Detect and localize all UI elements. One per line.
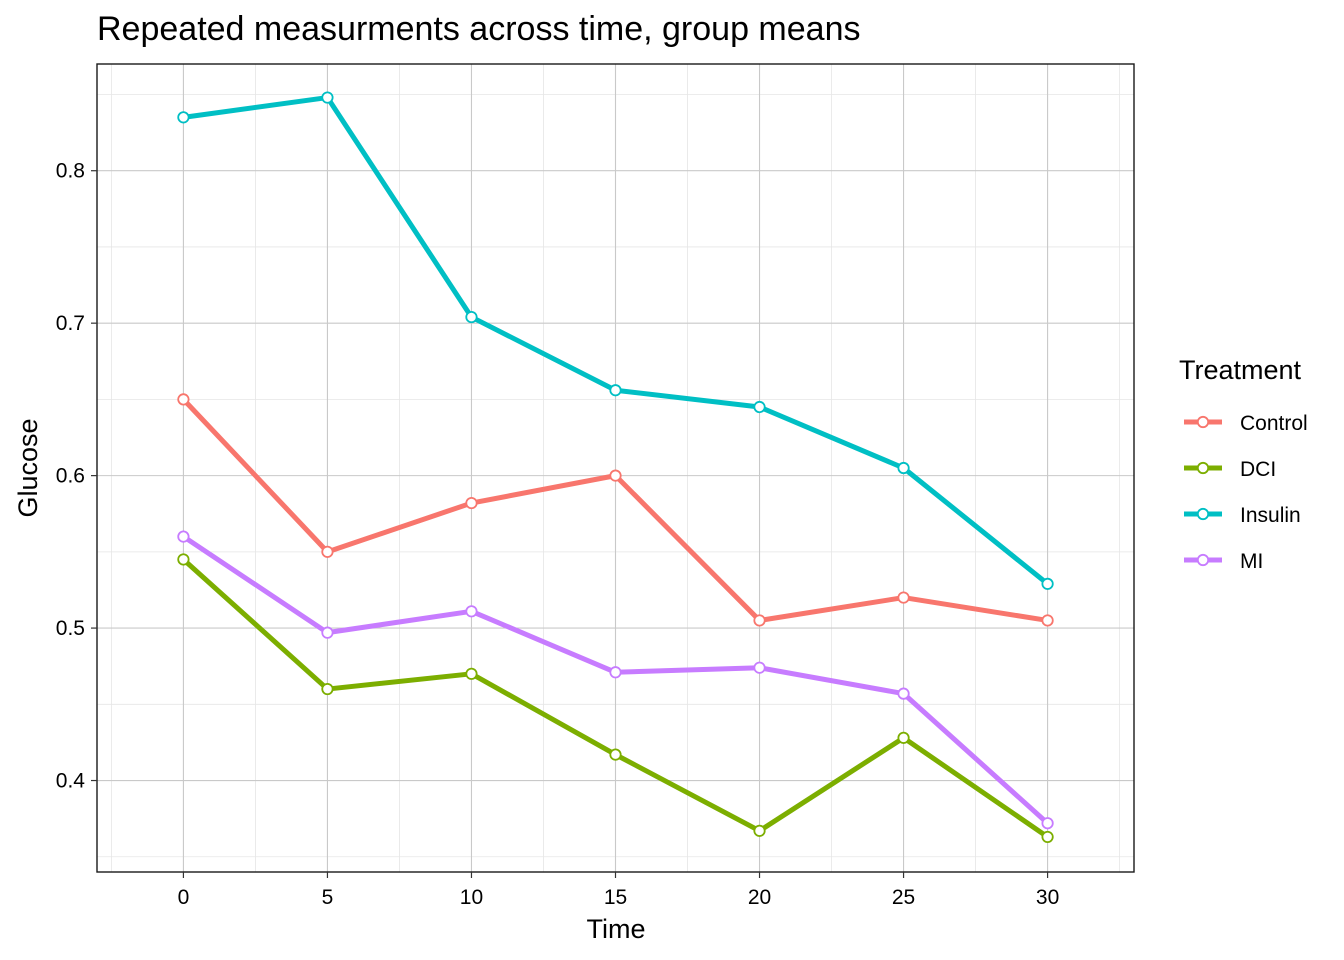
data-point-dci [321,682,334,696]
data-point-control [321,545,334,558]
legend-items: Control DCI Insulin MI [1184,412,1308,573]
x-tick-label: 10 [460,886,483,909]
data-point-insulin [177,111,190,124]
data-point-dci [897,731,910,744]
data-point-dci [753,824,766,837]
x-tick-label: 5 [322,886,334,909]
data-point-insulin [897,461,910,475]
data-point-control [1041,614,1054,627]
x-tick-label: 0 [178,886,190,909]
legend-item-control: Control [1184,412,1308,435]
data-point-control [609,469,622,482]
y-tick-label: 0.6 [56,465,85,488]
data-point-dci [177,553,190,566]
data-point-mi [897,687,910,700]
chart-title: Repeated measurments across time, group … [97,10,860,48]
legend-title: Treatment [1179,355,1302,385]
data-point-mi [753,661,766,674]
x-tick-label: 15 [604,886,627,909]
data-point-control [465,496,478,510]
data-point-control [177,393,190,406]
legend-item-insulin: Insulin [1184,504,1301,527]
data-point-dci [465,667,478,680]
legend-label: Insulin [1240,504,1301,527]
series-dci [177,553,1054,844]
legend-key-point [1196,507,1210,521]
y-axis-title: Glucose [13,418,43,517]
x-tick-label: 25 [892,886,915,909]
legend-label: Control [1240,412,1308,435]
axis-layer: 0.4 0.5 0.6 0.7 0.8 0 5 10 15 20 25 30 [56,160,1059,909]
data-point-insulin [609,384,622,397]
data-point-mi [321,626,334,639]
series-layer [177,91,1054,844]
data-point-control [753,614,766,627]
legend-key-point [1196,415,1210,429]
data-point-insulin [1041,577,1054,590]
legend-label: MI [1240,550,1263,573]
data-point-mi [465,605,478,618]
legend: Treatment Control DCI Insulin MI [1179,355,1308,573]
y-tick-label: 0.5 [56,617,85,640]
legend-item-dci: DCI [1184,458,1276,481]
series-control [177,393,1054,627]
data-point-insulin [465,310,478,324]
y-tick-label: 0.7 [56,312,85,335]
data-point-mi [609,666,622,679]
legend-key-point [1196,553,1210,567]
data-point-mi [1041,817,1054,830]
legend-key-point [1196,461,1210,475]
y-tick-label: 0.8 [56,160,85,183]
legend-item-mi: MI [1184,550,1263,573]
data-point-control [897,591,910,604]
data-point-insulin [753,400,766,414]
data-point-dci [609,748,622,761]
series-mi [177,530,1054,830]
data-point-mi [177,530,190,543]
x-tick-label: 30 [1036,886,1059,909]
x-axis-title: Time [587,914,646,944]
data-point-insulin [321,91,334,104]
data-point-dci [1041,830,1054,844]
x-tick-label: 20 [748,886,771,909]
series-insulin [177,91,1054,590]
legend-label: DCI [1240,458,1276,481]
y-tick-label: 0.4 [56,770,86,793]
